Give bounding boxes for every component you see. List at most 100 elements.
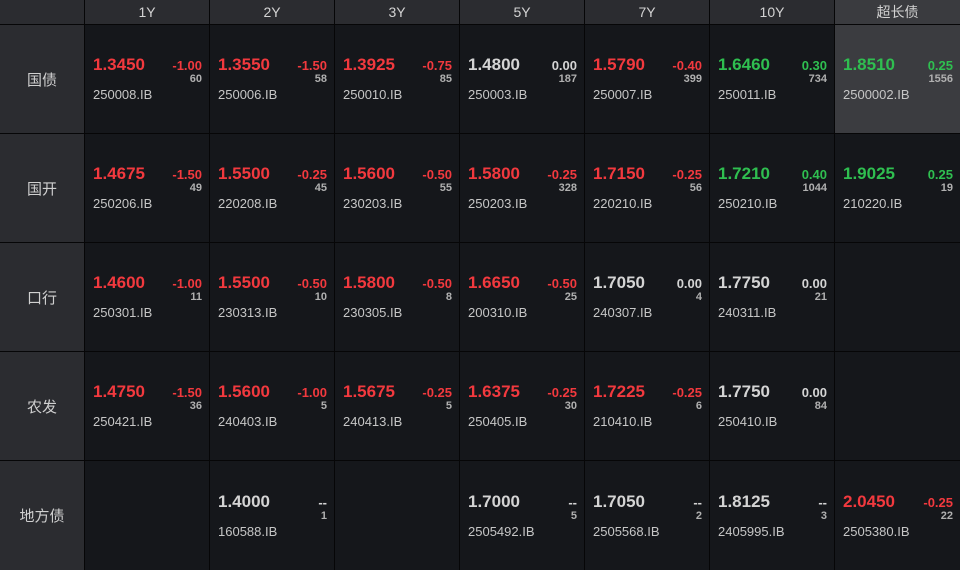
yield-value: 1.3550 [218, 55, 270, 74]
yield-value: 1.8125 [718, 491, 770, 511]
quote-cell-adbc-3y[interactable]: 1.5675 -0.25 5 240413.IB [335, 352, 459, 460]
trade-count: 21 [814, 291, 827, 303]
yield-change: 0.00 [551, 58, 577, 73]
quote-cell-local-gov-7y[interactable]: 1.7050 -- 2 2505568.IB [585, 461, 709, 570]
quote-cell-exim-5y[interactable]: 1.6650 -0.50 25 200310.IB [460, 243, 584, 351]
bond-code: 220208.IB [218, 196, 278, 211]
yield-value: 1.5790 [593, 55, 645, 74]
trade-count: 399 [683, 73, 702, 85]
quote-cell-treasury-1y[interactable]: 1.3450 -1.00 60 250008.IB [85, 25, 209, 133]
trade-count: 25 [564, 291, 577, 303]
yield-change: 0.30 [801, 58, 827, 73]
bond-code: 210220.IB [843, 196, 903, 211]
yield-change: -- [693, 494, 702, 510]
quote-cell-treasury-10y[interactable]: 1.6460 0.30 734 250011.IB [710, 25, 834, 133]
quote-cell-cdb-ultra-long[interactable]: 1.9025 0.25 19 210220.IB [835, 134, 960, 242]
yield-change: -1.00 [172, 276, 202, 291]
trade-count: 58 [314, 73, 327, 85]
trade-count: 10 [314, 291, 327, 303]
yield-change: 0.25 [927, 167, 953, 182]
yield-value: 1.4750 [93, 382, 145, 401]
yield-value: 1.4800 [468, 55, 520, 74]
bond-code: 250206.IB [93, 196, 153, 211]
yield-value: 1.4600 [93, 273, 145, 292]
bond-code: 250405.IB [468, 414, 528, 429]
trade-count: 30 [564, 400, 577, 412]
yield-change: -0.25 [547, 385, 577, 400]
quote-cell-local-gov-1y [85, 461, 209, 570]
yield-value: 1.7750 [718, 382, 770, 401]
yield-change: -0.75 [422, 58, 452, 73]
quote-cell-cdb-1y[interactable]: 1.4675 -1.50 49 250206.IB [85, 134, 209, 242]
quote-cell-treasury-3y[interactable]: 1.3925 -0.75 85 250010.IB [335, 25, 459, 133]
trade-count: 45 [314, 182, 327, 194]
bond-code: 250410.IB [718, 414, 778, 429]
yield-value: 1.5600 [218, 382, 270, 401]
yield-value: 1.4675 [93, 164, 145, 183]
trade-count: 6 [695, 400, 702, 412]
tenor-header-ultra-long: 超长债 [835, 0, 960, 24]
quote-cell-cdb-2y[interactable]: 1.5500 -0.25 45 220208.IB [210, 134, 334, 242]
quote-cell-local-gov-10y[interactable]: 1.8125 -- 3 2405995.IB [710, 461, 834, 570]
quote-cell-adbc-5y[interactable]: 1.6375 -0.25 30 250405.IB [460, 352, 584, 460]
trade-count: 328 [558, 182, 577, 194]
quote-cell-adbc-7y[interactable]: 1.7225 -0.25 6 210410.IB [585, 352, 709, 460]
yield-change: -0.50 [422, 167, 452, 182]
quote-cell-local-gov-ultra-long[interactable]: 2.0450 -0.25 22 2505380.IB [835, 461, 960, 570]
quote-cell-exim-3y[interactable]: 1.5800 -0.50 8 230305.IB [335, 243, 459, 351]
yield-change: -0.50 [547, 276, 577, 291]
trade-count: 1 [320, 509, 327, 522]
bond-code: 240413.IB [343, 414, 403, 429]
bond-code: 2500002.IB [843, 87, 910, 102]
trade-count: 5 [445, 400, 452, 412]
yield-value: 1.6375 [468, 382, 520, 401]
quote-cell-treasury-2y[interactable]: 1.3550 -1.50 58 250006.IB [210, 25, 334, 133]
trade-count: 8 [445, 291, 452, 303]
quote-cell-treasury-5y[interactable]: 1.4800 0.00 187 250003.IB [460, 25, 584, 133]
yield-change: -1.00 [297, 385, 327, 400]
tenor-header-10y: 10Y [710, 0, 834, 24]
quote-cell-adbc-10y[interactable]: 1.7750 0.00 84 250410.IB [710, 352, 834, 460]
yield-value: 1.7150 [593, 164, 645, 183]
bond-code: 230305.IB [343, 305, 403, 320]
quote-cell-adbc-2y[interactable]: 1.5600 -1.00 5 240403.IB [210, 352, 334, 460]
quote-cell-local-gov-2y[interactable]: 1.4000 -- 1 160588.IB [210, 461, 334, 570]
bond-code: 210410.IB [593, 414, 653, 429]
trade-count: 60 [189, 73, 202, 85]
yield-change: -0.25 [672, 385, 702, 400]
bond-code: 240307.IB [593, 305, 653, 320]
quote-cell-cdb-3y[interactable]: 1.5600 -0.50 55 230203.IB [335, 134, 459, 242]
bond-code: 230203.IB [343, 196, 403, 211]
quote-cell-exim-2y[interactable]: 1.5500 -0.50 10 230313.IB [210, 243, 334, 351]
trade-count: 19 [940, 182, 953, 194]
quote-cell-adbc-1y[interactable]: 1.4750 -1.50 36 250421.IB [85, 352, 209, 460]
quote-cell-adbc-ultra-long [835, 352, 960, 460]
quote-cell-exim-7y[interactable]: 1.7050 0.00 4 240307.IB [585, 243, 709, 351]
row-label-exim: 口行 [0, 243, 84, 351]
quote-cell-cdb-7y[interactable]: 1.7150 -0.25 56 220210.IB [585, 134, 709, 242]
quote-cell-exim-10y[interactable]: 1.7750 0.00 21 240311.IB [710, 243, 834, 351]
bond-code: 250003.IB [468, 87, 528, 102]
yield-value: 1.6460 [718, 55, 770, 74]
yield-value: 1.5800 [343, 273, 395, 292]
bond-code: 250010.IB [343, 87, 403, 102]
yield-change: 0.00 [801, 276, 827, 291]
bond-code: 230313.IB [218, 305, 278, 320]
yield-value: 1.6650 [468, 273, 520, 292]
tenor-header-5y: 5Y [460, 0, 584, 24]
yield-value: 1.4000 [218, 491, 270, 511]
quote-cell-treasury-ultra-long[interactable]: 1.8510 0.25 1556 2500002.IB [835, 25, 960, 133]
bond-code: 250011.IB [718, 87, 777, 102]
quote-cell-local-gov-5y[interactable]: 1.7000 -- 5 2505492.IB [460, 461, 584, 570]
yield-value: 1.3925 [343, 55, 395, 74]
quote-cell-treasury-7y[interactable]: 1.5790 -0.40 399 250007.IB [585, 25, 709, 133]
yield-value: 1.8510 [843, 55, 895, 74]
yield-change: -0.25 [297, 167, 327, 182]
tenor-header-3y: 3Y [335, 0, 459, 24]
quote-cell-cdb-10y[interactable]: 1.7210 0.40 1044 250210.IB [710, 134, 834, 242]
quote-cell-cdb-5y[interactable]: 1.5800 -0.25 328 250203.IB [460, 134, 584, 242]
quote-cell-exim-1y[interactable]: 1.4600 -1.00 11 250301.IB [85, 243, 209, 351]
bond-code: 250301.IB [93, 305, 153, 320]
trade-count: 3 [820, 509, 827, 522]
bond-code: 250007.IB [593, 87, 653, 102]
